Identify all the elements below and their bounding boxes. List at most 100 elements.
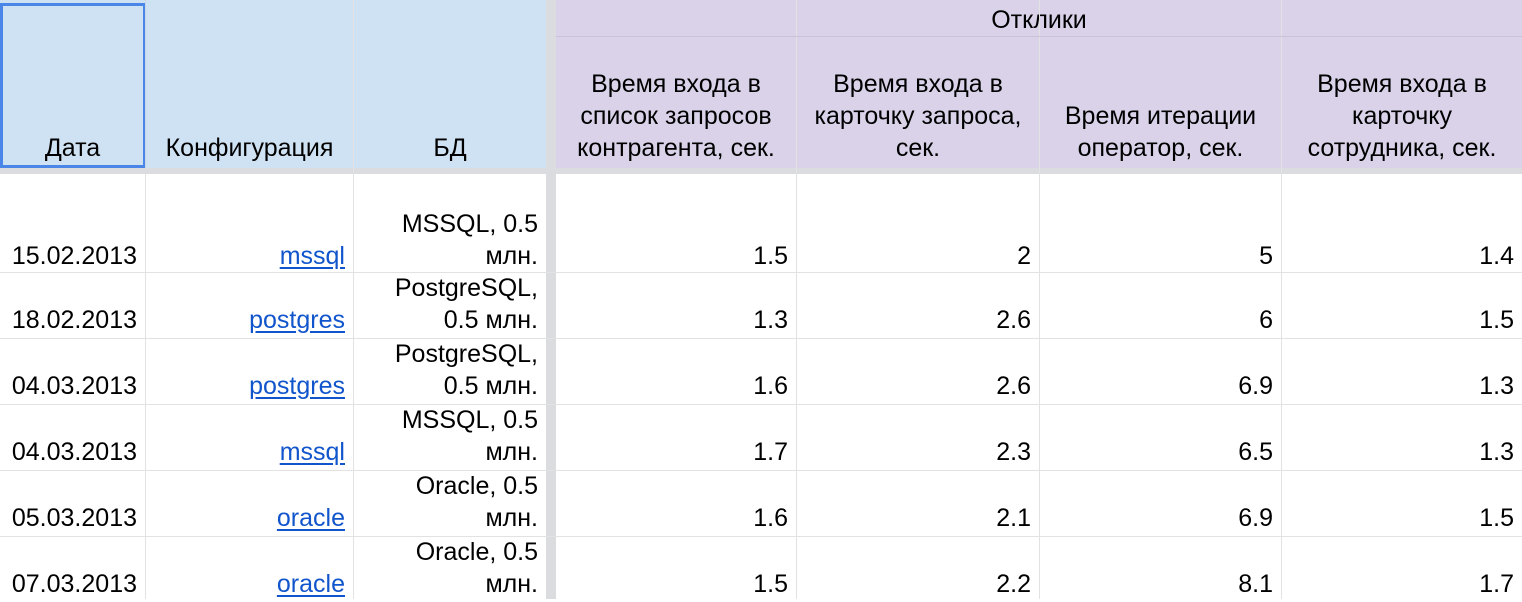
cell-db[interactable]: Oracle, 0.5 млн. <box>354 537 546 602</box>
cell-value: 1.7 <box>1479 570 1514 598</box>
column-header-iteration-time[interactable]: Время итерации оператор, сек. <box>1040 37 1281 168</box>
cell-employee-card-time[interactable]: 1.5 <box>1282 273 1522 338</box>
config-link[interactable]: postgres <box>249 306 345 334</box>
cell-value: 5 <box>1259 242 1273 270</box>
cell-value: 6.9 <box>1238 372 1273 400</box>
cell-config[interactable]: postgres <box>146 339 353 404</box>
cell-employee-card-time[interactable]: 1.3 <box>1282 405 1522 470</box>
column-header-card-time[interactable]: Время входа в карточку запроса, сек. <box>797 37 1039 168</box>
column-header-config[interactable]: Конфигурация <box>146 0 353 168</box>
column-header-db-label: БД <box>433 134 467 162</box>
cell-date-text: 04.03.2013 <box>11 438 137 466</box>
column-header-db[interactable]: БД <box>354 0 546 168</box>
cell-value: 1.5 <box>1479 504 1514 532</box>
gridline <box>0 404 1522 405</box>
config-link[interactable]: oracle <box>276 504 345 532</box>
column-header-config-label: Конфигурация <box>165 134 334 162</box>
cell-iteration-time[interactable]: 6.9 <box>1040 471 1281 536</box>
cell-date-text: 15.02.2013 <box>11 242 137 270</box>
config-link[interactable]: oracle <box>276 570 345 598</box>
gridline <box>145 0 146 168</box>
cell-list-time[interactable]: 1.6 <box>556 339 796 404</box>
config-link[interactable]: mssql <box>279 242 345 270</box>
cell-value: 2.3 <box>996 438 1031 466</box>
column-header-list-time-label: Время входа в список запросов контрагент… <box>577 70 775 162</box>
cell-value: 2.6 <box>996 372 1031 400</box>
config-link[interactable]: postgres <box>249 372 345 400</box>
cell-db-text: PostgreSQL, 0.5 млн. <box>394 274 538 334</box>
gridline <box>1039 0 1040 599</box>
gridline <box>1281 0 1282 599</box>
group-title-label: Отклики <box>991 6 1087 34</box>
gridline <box>0 272 1522 273</box>
cell-db[interactable]: Oracle, 0.5 млн. <box>354 471 546 536</box>
column-header-date[interactable]: Дата <box>0 0 145 168</box>
cell-value: 2 <box>1017 242 1031 270</box>
cell-db[interactable]: PostgreSQL, 0.5 млн. <box>354 273 546 338</box>
cell-iteration-time[interactable]: 5 <box>1040 174 1281 272</box>
cell-db[interactable]: MSSQL, 0.5 млн. <box>354 174 546 272</box>
cell-db-text: MSSQL, 0.5 млн. <box>401 210 538 270</box>
cell-db-text: PostgreSQL, 0.5 млн. <box>394 340 538 400</box>
cell-date[interactable]: 15.02.2013 <box>0 174 145 272</box>
cell-list-time[interactable]: 1.7 <box>556 405 796 470</box>
cell-list-time[interactable]: 1.5 <box>556 537 796 602</box>
cell-date[interactable]: 04.03.2013 <box>0 339 145 404</box>
cell-iteration-time[interactable]: 6.5 <box>1040 405 1281 470</box>
cell-config[interactable]: oracle <box>146 471 353 536</box>
cell-value: 6 <box>1259 306 1273 334</box>
cell-value: 1.3 <box>1479 372 1514 400</box>
group-title-responses[interactable]: Отклики <box>556 4 1522 36</box>
column-header-date-label: Дата <box>44 134 101 162</box>
selected-cell[interactable] <box>0 3 146 168</box>
gridline <box>145 174 146 599</box>
cell-value: 2.1 <box>996 504 1031 532</box>
cell-card-time[interactable]: 2.3 <box>797 405 1039 470</box>
cell-config[interactable]: oracle <box>146 537 353 602</box>
cell-value: 1.4 <box>1479 242 1514 270</box>
cell-value: 1.5 <box>753 242 788 270</box>
cell-card-time[interactable]: 2.2 <box>797 537 1039 602</box>
cell-value: 2.6 <box>996 306 1031 334</box>
cell-list-time[interactable]: 1.3 <box>556 273 796 338</box>
cell-list-time[interactable]: 1.6 <box>556 471 796 536</box>
column-header-card-time-label: Время входа в карточку запроса, сек. <box>814 70 1022 162</box>
gridline <box>0 470 1522 471</box>
cell-employee-card-time[interactable]: 1.3 <box>1282 339 1522 404</box>
cell-iteration-time[interactable]: 8.1 <box>1040 537 1281 602</box>
cell-date[interactable]: 04.03.2013 <box>0 405 145 470</box>
cell-config[interactable]: mssql <box>146 405 353 470</box>
cell-date[interactable]: 05.03.2013 <box>0 471 145 536</box>
cell-config[interactable]: postgres <box>146 273 353 338</box>
cell-employee-card-time[interactable]: 1.7 <box>1282 537 1522 602</box>
cell-db[interactable]: PostgreSQL, 0.5 млн. <box>354 339 546 404</box>
cell-date-text: 07.03.2013 <box>11 570 137 598</box>
cell-db-text: Oracle, 0.5 млн. <box>415 538 538 598</box>
cell-list-time[interactable]: 1.5 <box>556 174 796 272</box>
cell-iteration-time[interactable]: 6 <box>1040 273 1281 338</box>
cell-db-text: Oracle, 0.5 млн. <box>415 472 538 532</box>
cell-date-text: 05.03.2013 <box>11 504 137 532</box>
cell-date[interactable]: 07.03.2013 <box>0 537 145 602</box>
cell-db[interactable]: MSSQL, 0.5 млн. <box>354 405 546 470</box>
cell-date[interactable]: 18.02.2013 <box>0 273 145 338</box>
cell-value: 2.2 <box>996 570 1031 598</box>
cell-value: 1.5 <box>1479 306 1514 334</box>
cell-date-text: 18.02.2013 <box>11 306 137 334</box>
cell-card-time[interactable]: 2.6 <box>797 339 1039 404</box>
cell-card-time[interactable]: 2 <box>797 174 1039 272</box>
config-link[interactable]: mssql <box>279 438 345 466</box>
frozen-rows-divider[interactable] <box>0 168 1522 174</box>
column-header-employee-card-time[interactable]: Время входа в карточку сотрудника, сек. <box>1282 37 1522 168</box>
cell-config[interactable]: mssql <box>146 174 353 272</box>
cell-value: 1.7 <box>753 438 788 466</box>
cell-value: 1.6 <box>753 504 788 532</box>
cell-employee-card-time[interactable]: 1.4 <box>1282 174 1522 272</box>
column-header-list-time[interactable]: Время входа в список запросов контрагент… <box>556 37 796 168</box>
cell-employee-card-time[interactable]: 1.5 <box>1282 471 1522 536</box>
cell-value: 6.9 <box>1238 504 1273 532</box>
cell-card-time[interactable]: 2.6 <box>797 273 1039 338</box>
cell-iteration-time[interactable]: 6.9 <box>1040 339 1281 404</box>
cell-card-time[interactable]: 2.1 <box>797 471 1039 536</box>
frozen-columns-divider[interactable] <box>546 0 556 599</box>
